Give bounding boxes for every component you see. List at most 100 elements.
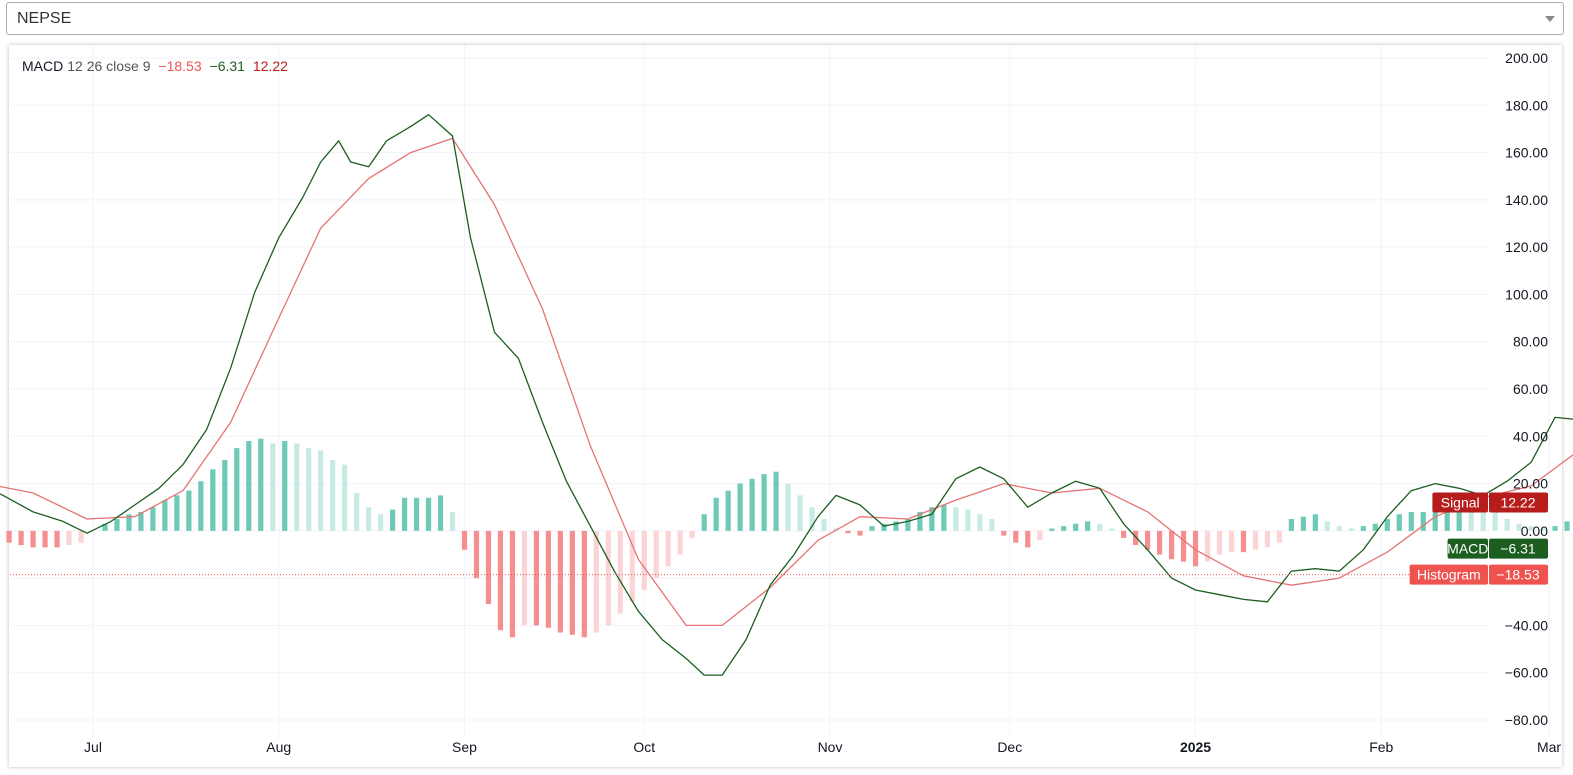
histogram-bar: [965, 509, 971, 531]
histogram-bar: [390, 509, 396, 531]
histogram-bar: [713, 497, 719, 531]
histogram-bar: [1384, 519, 1390, 531]
histogram-bar: [605, 530, 611, 626]
histogram-bar: [1564, 521, 1570, 531]
histogram-bar: [1252, 530, 1259, 550]
histogram-bar: [737, 483, 743, 531]
histogram-bar: [617, 530, 623, 614]
histogram-bar: [270, 443, 276, 531]
legend-histogram-value: −18.53: [158, 58, 202, 74]
histogram-bar: [1073, 523, 1079, 531]
histogram-bar: [1097, 523, 1103, 531]
macd-badge-value-bg: [1489, 538, 1548, 559]
histogram-bar: [114, 519, 120, 531]
histogram-bar: [569, 530, 575, 635]
histogram-bar: [66, 530, 72, 546]
symbol-select[interactable]: NEPSE: [6, 2, 1564, 35]
chevron-down-icon[interactable]: [1545, 16, 1555, 22]
histogram-bar: [54, 530, 60, 548]
histogram-bar: [1180, 530, 1187, 562]
signal-badge-value: 12.22: [1500, 494, 1535, 510]
histogram-bar: [1300, 516, 1306, 531]
y-tick-label: 20.00: [1513, 476, 1548, 492]
histogram-bar: [1372, 523, 1378, 531]
y-tick-label: 120.00: [1505, 239, 1548, 255]
histogram-bar: [689, 530, 695, 538]
histogram-bar: [6, 530, 12, 543]
y-axis: 200.00 180.00 160.00 140.00 120.00 100.00 80.0…: [1505, 50, 1548, 728]
histogram-bar: [749, 478, 755, 531]
y-tick-label: 40.00: [1513, 428, 1548, 444]
signal-badge-label: Signal: [1441, 494, 1480, 510]
histogram-bar: [282, 441, 288, 531]
histogram-bar: [1348, 528, 1354, 531]
histogram-bar: [1061, 526, 1067, 531]
histogram-bar: [138, 511, 144, 531]
histogram-bar: [1396, 514, 1402, 531]
histogram-bar: [437, 495, 444, 531]
histogram-bar: [1408, 511, 1414, 531]
macd-badge-value: −6.31: [1500, 541, 1536, 557]
symbol-select-value: NEPSE: [17, 10, 72, 27]
histogram-bar: [485, 530, 492, 605]
histogram-bar: [401, 497, 408, 531]
histogram-bar: [306, 448, 312, 531]
histogram-bar: [18, 530, 24, 546]
histogram-bar: [869, 526, 875, 531]
y-tick-label: 200.00: [1505, 50, 1548, 66]
histogram-bar: [797, 495, 803, 531]
histogram-bar: [30, 530, 36, 548]
histogram-bar: [1552, 526, 1558, 531]
histogram-bar: [1492, 511, 1498, 531]
indicator-legend[interactable]: MACD 12 26 close 9 −18.53 −6.31 12.22: [22, 58, 292, 74]
legend-params: 12 26 close 9: [67, 58, 151, 74]
histogram-bar: [378, 514, 384, 531]
histogram-bar: [42, 530, 48, 548]
histogram-bar: [1133, 530, 1139, 546]
histogram-bar: [581, 530, 587, 638]
histogram-bar: [917, 511, 923, 531]
histogram-badge-label: Histogram: [1417, 567, 1481, 583]
histogram-bar: [557, 530, 563, 633]
histogram-bar: [222, 459, 228, 531]
histogram-bar: [533, 530, 540, 626]
x-tick-label: Oct: [633, 739, 655, 755]
histogram-bar: [1516, 523, 1522, 531]
histogram-bar: [1240, 530, 1247, 553]
histogram-bar: [1109, 528, 1115, 531]
histogram-bar: [1360, 526, 1366, 531]
histogram-bar: [1528, 526, 1534, 531]
histogram-badge: Histogram −18.53: [1409, 564, 1548, 585]
histogram-bar: [629, 530, 635, 602]
histogram-bar: [701, 514, 707, 531]
histogram-bar: [1540, 528, 1546, 531]
histogram-bar: [210, 469, 216, 531]
histogram-bar: [785, 483, 791, 531]
histogram-bar: [366, 507, 372, 531]
histogram-bar: [497, 530, 504, 631]
y-tick-label: 180.00: [1505, 97, 1548, 113]
histogram-bar: [1444, 497, 1450, 531]
histogram-bar: [1324, 521, 1330, 531]
histogram-bar: [1228, 530, 1235, 553]
y-tick-label: 140.00: [1505, 192, 1548, 208]
histogram-bar: [162, 500, 168, 531]
x-tick-label: Dec: [997, 739, 1022, 755]
histogram-bar: [1432, 511, 1438, 531]
histogram-bar: [1025, 530, 1031, 548]
histogram-bar: [1480, 507, 1486, 531]
histogram-bar: [1504, 519, 1510, 531]
histogram-bar: [449, 511, 456, 531]
histogram-bar: [461, 530, 468, 550]
x-tick-label: 2025: [1180, 739, 1211, 755]
x-tick-label: Jul: [84, 739, 102, 755]
histogram-bar: [342, 464, 348, 531]
x-tick-label: Sep: [452, 739, 477, 755]
histogram-bar: [941, 504, 947, 531]
histogram-bar: [1312, 514, 1318, 531]
histogram-bar: [929, 507, 935, 531]
histogram-bar: [809, 507, 815, 531]
histogram-bar: [1468, 500, 1474, 531]
chart-panel[interactable]: [9, 45, 1562, 767]
